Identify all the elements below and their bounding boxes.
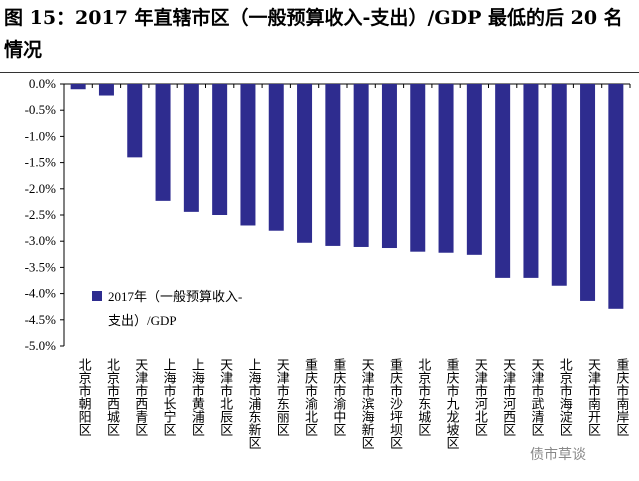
x-tick-label: 天津市北辰区 — [217, 358, 233, 436]
bar — [70, 84, 86, 90]
x-tick-label: 天津市河北区 — [472, 358, 488, 436]
x-tick-label: 北京市朝阳区 — [76, 358, 92, 436]
bar — [608, 84, 624, 309]
y-tick-label: -3.5% — [25, 259, 57, 274]
bar — [580, 84, 596, 301]
x-tick-label: 天津市西青区 — [132, 358, 148, 436]
watermark: 债市草谈 — [530, 447, 586, 463]
bar — [183, 84, 199, 212]
y-tick-label: -1.5% — [25, 155, 57, 170]
bar — [297, 84, 313, 243]
bar — [212, 84, 228, 215]
bar — [523, 84, 539, 278]
x-tick-label: 天津市东丽区 — [274, 358, 290, 436]
y-tick-label: -1.0% — [25, 128, 57, 143]
x-tick-label: 天津市滨海新区 — [359, 358, 375, 449]
bar — [381, 84, 397, 249]
x-tick-label: 天津市河西区 — [500, 358, 516, 436]
bar — [240, 84, 256, 226]
bar — [551, 84, 567, 286]
bar — [466, 84, 482, 255]
legend-swatch — [92, 291, 102, 301]
legend-label: 2017年（一般预算收入-支出）/GDP — [108, 289, 242, 328]
bar — [325, 84, 341, 246]
x-tick-label: 重庆市沙坪坝区 — [387, 357, 403, 449]
x-tick-label: 重庆市九龙坡区 — [444, 357, 460, 449]
title-divider — [0, 72, 639, 73]
y-tick-label: -4.0% — [25, 286, 57, 301]
y-tick-label: 0.0% — [29, 76, 56, 91]
bar — [155, 84, 171, 201]
chart-title: 图 15：2017 年直辖市区（一般预算收入-支出）/GDP 最低的后 20 名… — [4, 7, 623, 61]
x-tick-label: 天津市南开区 — [585, 358, 601, 436]
x-tick-label: 上海市浦东新区 — [245, 358, 261, 449]
y-tick-label: -2.0% — [25, 181, 57, 196]
x-tick-label: 重庆市渝北区 — [302, 357, 318, 436]
bar — [410, 84, 426, 252]
x-tick-label: 重庆市渝中区 — [330, 357, 346, 436]
y-tick-label: -3.0% — [25, 233, 57, 248]
x-tick-label: 重庆市南岸区 — [613, 357, 629, 436]
y-tick-label: -5.0% — [25, 338, 57, 353]
bar — [353, 84, 369, 247]
x-tick-label: 北京市西城区 — [104, 358, 120, 436]
bar — [268, 84, 284, 231]
bar — [438, 84, 454, 253]
x-tick-label: 上海市长宁区 — [161, 358, 177, 436]
bar — [98, 84, 114, 96]
y-tick-label: -4.5% — [25, 312, 57, 327]
x-tick-label: 北京市海淀区 — [557, 358, 573, 436]
y-tick-label: -2.5% — [25, 207, 57, 222]
y-tick-label: -0.5% — [25, 102, 57, 117]
x-tick-label: 天津市武清区 — [528, 358, 544, 436]
bar — [127, 84, 143, 158]
x-tick-label: 上海市黄浦区 — [189, 358, 205, 436]
bar — [495, 84, 511, 278]
x-tick-label: 北京市东城区 — [415, 358, 431, 436]
